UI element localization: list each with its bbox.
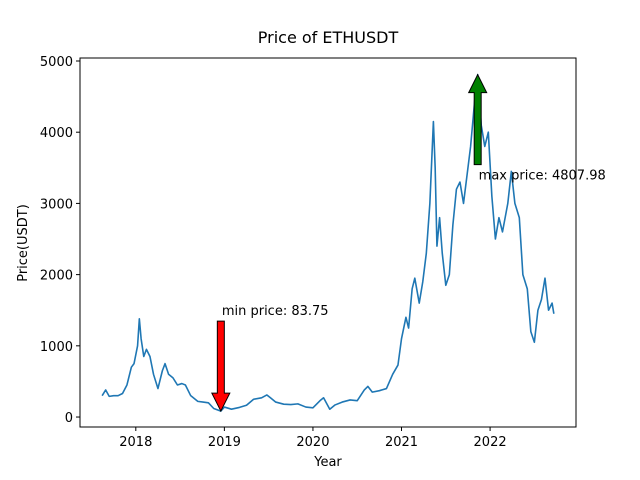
- x-tick-label: 2018: [119, 435, 152, 450]
- y-axis-label: Price(USDT): [16, 204, 31, 282]
- annotation-arrow: [211, 320, 231, 413]
- x-tick-label: 2020: [296, 435, 329, 450]
- x-axis-label: Year: [313, 455, 342, 470]
- plot-frame: [79, 57, 577, 428]
- annotation-arrow: [467, 73, 488, 166]
- annotation-text: min price: 83.75: [222, 304, 329, 319]
- y-tick-label: 2000: [40, 269, 73, 284]
- y-tick-label: 3000: [40, 197, 73, 212]
- y-tick-label: 4000: [40, 126, 73, 141]
- x-tick-label: 2019: [208, 435, 241, 450]
- chart-title: Price of ETHUSDT: [258, 28, 399, 47]
- y-tick-label: 0: [65, 411, 73, 426]
- price-line: [101, 73, 555, 412]
- y-tick-label: 5000: [40, 55, 73, 70]
- y-tick-label: 1000: [40, 340, 73, 355]
- x-tick-label: 2022: [474, 435, 507, 450]
- annotation-text: max price: 4807.98: [479, 169, 606, 184]
- x-tick-label: 2021: [385, 435, 418, 450]
